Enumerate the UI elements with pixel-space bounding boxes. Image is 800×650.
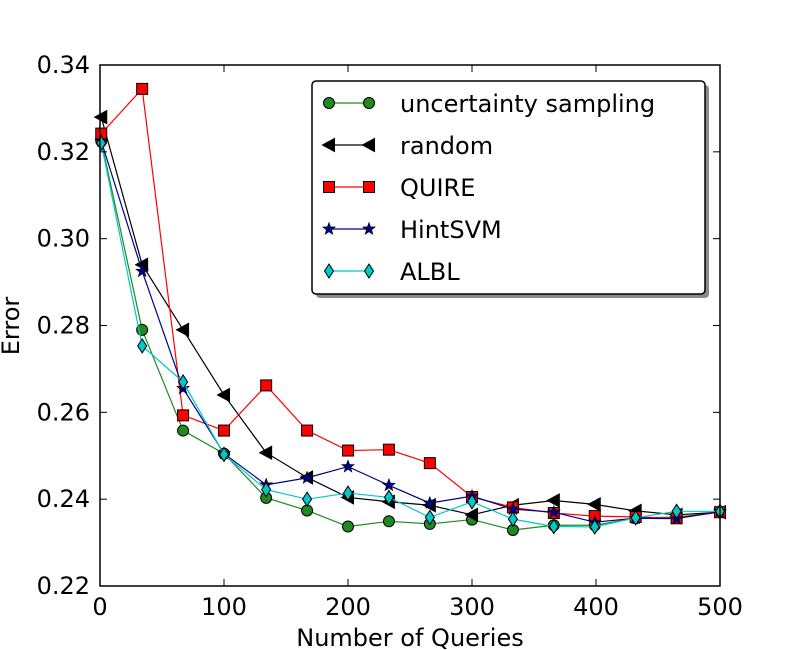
tick-layer: 0 100 200 300 400 500 0.22 0.24 0.26 0.28 0.30 0.32… [37,51,743,621]
data-point-quire [218,424,230,437]
x-axis-label: Number of Queries [296,624,523,650]
series-line-albl [100,143,720,528]
series-line-random [100,116,721,516]
legend-item-random: random [321,132,493,160]
data-point-albl [424,509,435,526]
x-tick-label: 200 [325,593,371,621]
legend-marker-quire [363,181,375,193]
data-point-hintsvm [300,470,315,484]
data-point-albl [630,509,641,526]
x-tick-label: 100 [201,593,247,621]
data-point-random [258,445,273,461]
legend-marker-albl [323,263,335,279]
series-line-hintsvm [100,140,721,523]
y-tick-label: 0.32 [37,138,90,166]
data-point-albl [548,518,559,535]
y-tick-label: 0.26 [37,398,90,426]
data-point-albl [589,519,600,535]
data-point-quire [423,457,436,470]
x-tick-label: 0 [92,593,107,621]
legend-marker-random [361,137,375,153]
data-point-quire [177,409,190,422]
legend-label-albl: ALBL [400,258,460,286]
x-tick-label: 300 [449,593,495,621]
data-point-uncertainty-sampling [177,424,190,437]
data-point-hintsvm [422,495,437,510]
data-point-random [175,322,190,338]
series-line-quire [100,87,721,519]
data-point-random [587,497,601,512]
y-tick-label: 0.22 [37,572,90,600]
legend-label-hintsvm: HintSVM [400,216,502,244]
legend-item-quire: QUIRE [323,174,475,202]
legend-label-quire: QUIRE [400,174,475,202]
data-point-hintsvm [135,263,150,278]
legend-label-random: random [400,132,493,160]
legend-item-hintsvm: HintSVM [321,216,502,244]
y-tick-label: 0.30 [37,225,90,253]
x-tick-label: 500 [697,593,743,621]
data-point-albl [137,337,148,354]
data-point-hintsvm [546,504,561,519]
data-point-albl [466,493,478,510]
data-point-albl [383,489,395,506]
data-point-quire [260,379,273,392]
data-point-quire [382,443,395,456]
y-tick-label: 0.34 [37,51,90,79]
legend-marker-quire [323,181,335,193]
data-point-albl [261,481,272,498]
data-point-quire [342,444,354,457]
data-point-random [464,507,478,523]
data-point-random [546,493,560,508]
legend-marker-uncertainty-sampling [323,97,335,109]
data-point-albl [342,485,354,502]
y-tick-label: 0.28 [37,312,90,340]
legend-item-albl: ALBL [323,258,460,286]
data-point-albl [177,374,189,390]
legend-marker-random [321,137,335,153]
legend-item-uncertainty-sampling: uncertainty sampling [323,90,655,118]
legend-marker-albl [363,263,375,279]
y-axis-label: Error [0,297,25,356]
data-point-albl [671,503,682,520]
data-point-albl [507,511,519,528]
legend-marker-uncertainty-sampling [363,97,375,109]
legend-marker-hintsvm [321,221,337,235]
legend-items: uncertainty sampling random QUIRE HintSVM AL… [321,90,655,286]
series-line-uncertainty-sampling [100,140,721,531]
data-point-uncertainty-sampling [382,515,395,528]
series-layer [93,82,728,536]
data-point-albl [301,491,313,508]
legend-label-uncertainty-sampling: uncertainty sampling [400,90,655,118]
y-tick-label: 0.24 [37,485,90,513]
data-point-quire [136,82,149,95]
data-point-hintsvm [381,477,396,492]
data-point-uncertainty-sampling [342,520,354,533]
data-point-quire [301,424,314,437]
data-point-albl [96,135,107,152]
data-point-random [216,387,230,403]
legend-box [311,80,706,295]
legend-marker-hintsvm [361,221,377,235]
data-point-hintsvm [340,459,356,473]
legend: uncertainty sampling random QUIRE HintSVM AL… [311,80,709,298]
data-point-albl [218,446,230,463]
x-tick-label: 400 [573,593,619,621]
